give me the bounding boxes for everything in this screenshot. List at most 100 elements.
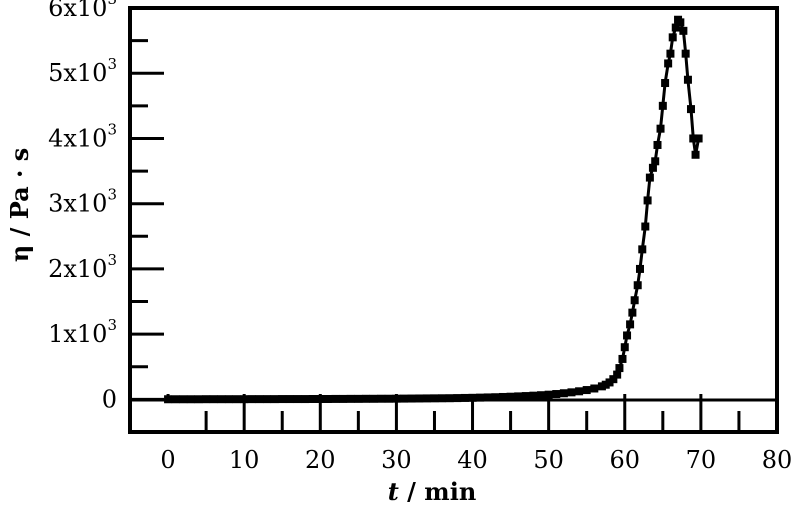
data-point (618, 354, 627, 363)
data-point (476, 393, 485, 402)
y-tick-mantissa: 3x10 (48, 190, 107, 218)
data-point (407, 394, 416, 403)
data-point (270, 395, 279, 404)
data-series (164, 15, 703, 404)
data-point (653, 140, 662, 149)
x-axis-symbol: t (388, 477, 399, 506)
data-point (694, 134, 703, 143)
series-line (168, 18, 701, 401)
y-tick-exponent: 3 (107, 251, 117, 269)
data-point (171, 395, 180, 404)
data-point (641, 222, 650, 231)
data-point (483, 393, 492, 402)
y-tick-mantissa: 1x10 (48, 320, 107, 348)
data-point (626, 320, 635, 329)
y-tick-label: 1x103 (48, 316, 117, 348)
data-point (686, 105, 695, 114)
data-point (679, 26, 688, 35)
data-point (666, 49, 675, 58)
data-point (643, 196, 652, 205)
data-point (691, 150, 700, 159)
y-tick-mantissa: 6x10 (48, 0, 107, 22)
data-point (661, 79, 670, 88)
x-tick-label: 80 (762, 446, 793, 474)
data-point (651, 157, 660, 166)
data-point (544, 390, 553, 399)
data-point (323, 394, 332, 403)
data-point (559, 389, 568, 398)
y-tick-label: 4x103 (48, 120, 117, 152)
data-point (377, 394, 386, 403)
data-point (633, 281, 642, 290)
x-tick-label: 40 (457, 446, 488, 474)
data-point (232, 395, 241, 404)
data-point (609, 375, 618, 384)
data-point (209, 395, 218, 404)
data-point (247, 395, 256, 404)
data-point (635, 264, 644, 273)
data-point (645, 173, 654, 182)
data-point (671, 23, 680, 32)
data-point (179, 395, 188, 404)
data-point (354, 394, 363, 403)
x-tick-label: 10 (229, 446, 260, 474)
x-tick-label: 50 (533, 446, 564, 474)
data-point (301, 395, 310, 404)
y-tick-label: 0 (102, 385, 117, 413)
data-point (514, 392, 523, 401)
y-tick-mantissa: 4x10 (48, 124, 107, 152)
data-point (491, 393, 500, 402)
x-tick-label: 60 (609, 446, 640, 474)
data-point (194, 395, 203, 404)
data-point (430, 394, 439, 403)
data-point (623, 331, 632, 340)
data-point (506, 392, 515, 401)
data-point (638, 245, 647, 254)
data-point (498, 392, 507, 401)
y-tick-label: 2x103 (48, 251, 117, 283)
data-point (648, 163, 657, 172)
data-point (689, 134, 698, 143)
plot-frame (128, 6, 779, 434)
data-point (453, 394, 462, 403)
data-point (630, 296, 639, 305)
y-tick-mantissa: 5x10 (48, 59, 107, 87)
x-axis-unit: / min (399, 477, 476, 506)
data-point (293, 395, 302, 404)
data-point (460, 393, 469, 402)
x-axis-label: t / min (388, 477, 477, 506)
x-axis-ticks: 0 10 20 30 40 50 60 70 80 (160, 394, 792, 474)
y-tick-exponent: 3 (107, 55, 117, 73)
data-point (683, 75, 692, 84)
data-point (590, 384, 599, 393)
y-tick-mantissa: 0 (102, 385, 117, 413)
y-tick-exponent: 3 (107, 0, 117, 8)
data-point (361, 394, 370, 403)
data-point (400, 394, 409, 403)
x-tick-label: 20 (305, 446, 336, 474)
y-tick-label: 6x103 (48, 0, 117, 22)
data-point (422, 394, 431, 403)
data-point (339, 394, 348, 403)
data-point (164, 395, 173, 404)
data-point (438, 394, 447, 403)
y-axis-ticks: 01x1032x1033x1034x1035x1036x103 (48, 0, 164, 413)
data-point (529, 391, 538, 400)
data-point (681, 49, 690, 58)
data-point (224, 395, 233, 404)
data-point (316, 394, 325, 403)
x-tick-label: 0 (160, 446, 175, 474)
data-point (567, 388, 576, 397)
data-point (656, 124, 665, 133)
x-tick-label: 70 (686, 446, 717, 474)
y-tick-exponent: 3 (107, 120, 117, 138)
data-point (628, 308, 637, 317)
data-point (575, 387, 584, 396)
data-point (392, 394, 401, 403)
data-point (263, 395, 272, 404)
y-tick-mantissa: 2x10 (48, 255, 107, 283)
y-axis-label: η / Pa · s (5, 148, 34, 262)
data-point (240, 395, 249, 404)
data-point (217, 395, 226, 404)
